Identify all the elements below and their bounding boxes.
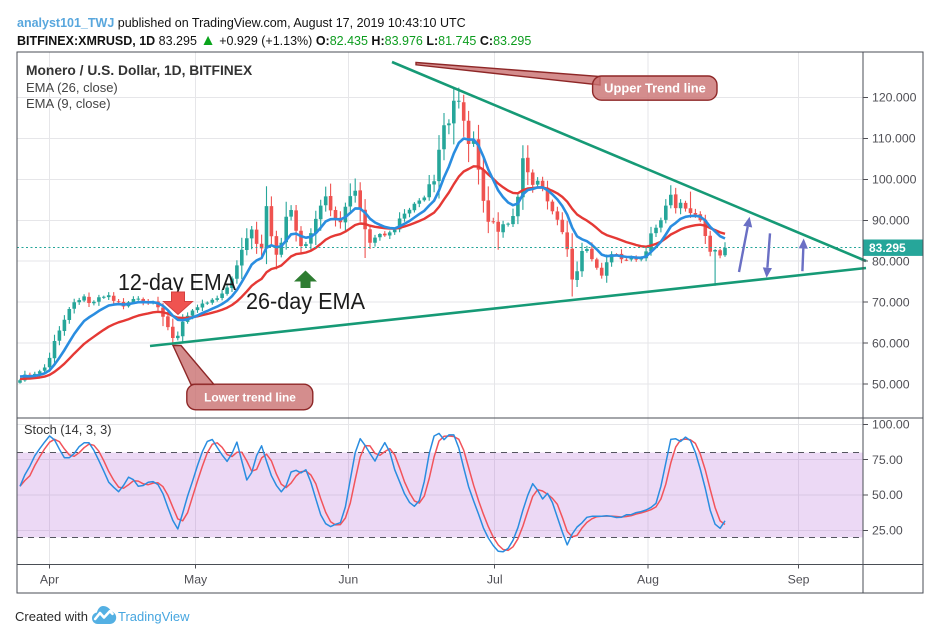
- svg-text:Aug: Aug: [637, 573, 659, 587]
- svg-text:May: May: [184, 573, 208, 587]
- svg-text:Jun: Jun: [338, 573, 358, 587]
- svg-text:26-day EMA: 26-day EMA: [246, 288, 366, 314]
- svg-text:Monero / U.S. Dollar, 1D, BITF: Monero / U.S. Dollar, 1D, BITFINEX: [26, 63, 253, 78]
- svg-text:EMA (26, close): EMA (26, close): [26, 80, 118, 95]
- svg-text:Lower trend line: Lower trend line: [204, 391, 296, 405]
- svg-text:25.00: 25.00: [872, 524, 903, 538]
- svg-text:EMA (9, close): EMA (9, close): [26, 96, 111, 111]
- svg-text:Created with: Created with: [15, 609, 88, 624]
- svg-text:Jul: Jul: [487, 573, 503, 587]
- svg-text:BITFINEX:XMRUSD, 1D 83.295 ▲: BITFINEX:XMRUSD, 1D 83.295 ▲ +0.929 (+1.…: [17, 32, 531, 49]
- svg-text:analyst101_TWJ published on Tr: analyst101_TWJ published on TradingView.…: [17, 16, 466, 30]
- svg-text:TradingView: TradingView: [118, 609, 190, 624]
- svg-text:Apr: Apr: [40, 573, 59, 587]
- svg-text:70.000: 70.000: [872, 295, 910, 309]
- svg-text:80.000: 80.000: [872, 254, 910, 268]
- svg-text:Sep: Sep: [788, 573, 810, 587]
- svg-text:100.000: 100.000: [872, 173, 917, 187]
- svg-text:12-day EMA: 12-day EMA: [118, 269, 237, 295]
- svg-text:100.00: 100.00: [872, 418, 910, 432]
- svg-text:Upper Trend line: Upper Trend line: [604, 81, 706, 96]
- svg-text:120.000: 120.000: [872, 91, 917, 105]
- svg-text:110.000: 110.000: [872, 132, 916, 146]
- svg-text:50.00: 50.00: [872, 488, 903, 502]
- svg-text:83.295: 83.295: [869, 241, 906, 255]
- svg-text:Stoch (14, 3, 3): Stoch (14, 3, 3): [24, 422, 112, 437]
- svg-text:75.00: 75.00: [872, 453, 903, 467]
- svg-text:50.000: 50.000: [872, 377, 910, 391]
- svg-text:60.000: 60.000: [872, 336, 910, 350]
- svg-text:90.000: 90.000: [872, 214, 910, 228]
